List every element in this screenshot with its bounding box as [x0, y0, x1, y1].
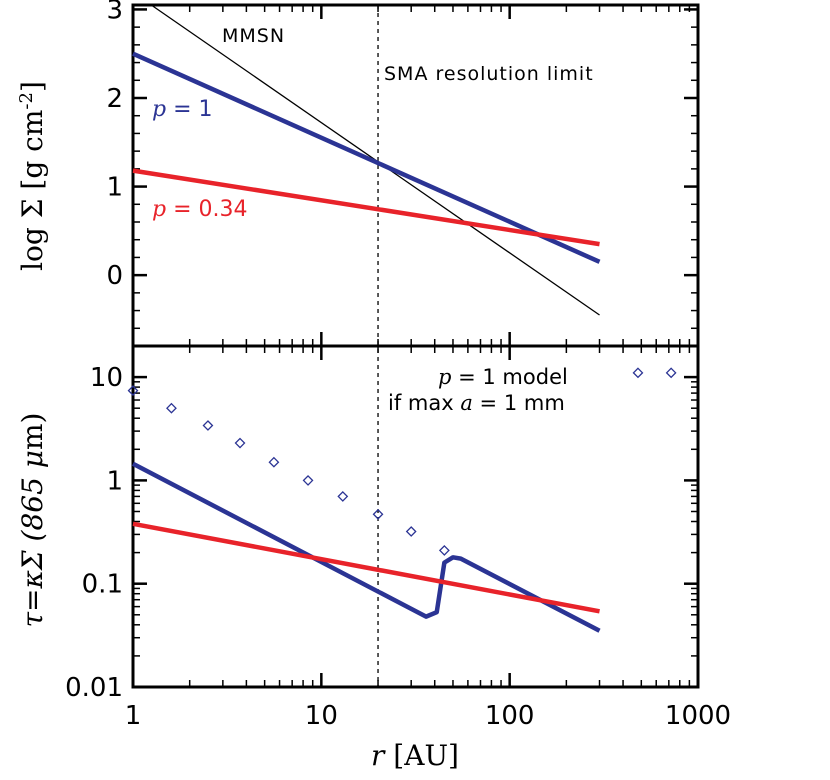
p034-label-rest: = 0.34: [166, 197, 247, 222]
p1-label-var: p: [152, 97, 166, 122]
legend2-rest: = 1 mm: [473, 391, 565, 415]
bottom-p034-line: [132, 521, 600, 614]
p034-label: p = 0.34: [152, 197, 248, 222]
sma-resolution-label: SMA resolution limit: [384, 63, 594, 85]
legend-rest: = 1 model: [451, 365, 567, 389]
bottom-y-post: m): [16, 413, 49, 450]
top-y-axis-label: log Σ [g cm-2]: [16, 81, 49, 271]
model-diamonds: [127, 367, 677, 556]
bottom-p1-line: [131, 461, 601, 633]
bottom-y-tick-label: 0.1: [82, 570, 123, 600]
p1-label: p = 1: [152, 97, 213, 122]
model-diamond: [234, 437, 246, 449]
bottom-y-axis-label: τ=κΣ (865 μm): [16, 413, 49, 628]
x-var: r: [371, 739, 386, 772]
p034-label-var: p: [152, 197, 166, 222]
bottom-y-tick-label: 0.01: [65, 673, 123, 703]
model-diamond: [166, 402, 177, 414]
legend2-var: a: [460, 391, 473, 415]
top-y-tick-label: 0: [106, 261, 123, 291]
x-axis-label: r [AU]: [371, 739, 459, 772]
top-y-pre: log Σ [g cm: [16, 110, 49, 271]
top-panel-frame: [131, 3, 700, 348]
bottom-y-pre: τ=κΣ (865: [16, 468, 49, 627]
x-rest: [AU]: [384, 739, 459, 772]
model-diamond: [665, 367, 677, 379]
bottom-panel-frame: [131, 344, 700, 689]
model-diamond: [302, 474, 314, 486]
x-tick-label: 1000: [665, 701, 731, 731]
tick-labels: 1 10 100 1000 0 1 2 3 0.01 0.1 1 10: [65, 0, 731, 731]
model-diamond: [438, 544, 450, 556]
top-p034-line: [132, 168, 600, 247]
x-tick-label: 1: [125, 701, 142, 731]
model-diamond: [372, 508, 384, 520]
top-y-post: ]: [16, 81, 49, 92]
x-tick-label: 10: [305, 701, 338, 731]
x-tick-label: 100: [485, 701, 535, 731]
legend2-pre: if max: [388, 391, 460, 415]
model-diamond: [405, 526, 417, 537]
top-y-tick-label: 1: [106, 173, 123, 203]
top-y-tick-label: 2: [106, 84, 123, 114]
legend-line-1: p = 1 model: [438, 365, 568, 389]
model-diamond: [632, 367, 644, 379]
p1-label-rest: = 1: [166, 97, 212, 122]
bottom-y-tick-label: 1: [106, 466, 123, 496]
model-diamond: [337, 490, 349, 502]
top-p1-line: [132, 51, 601, 264]
mmsn-label: MMSN: [222, 25, 285, 47]
model-diamond: [127, 385, 139, 397]
top-y-sup: -2: [16, 92, 37, 110]
legend-var: p: [438, 365, 451, 389]
axis-ticks: [131, 5, 698, 689]
bottom-y-tick-label: 10: [90, 363, 123, 393]
bottom-y-mu: μ: [16, 450, 49, 468]
legend-line-2: if max a = 1 mm: [388, 391, 565, 415]
top-y-tick-label: 3: [106, 0, 123, 25]
model-diamond: [268, 456, 280, 468]
model-diamond: [202, 420, 214, 431]
